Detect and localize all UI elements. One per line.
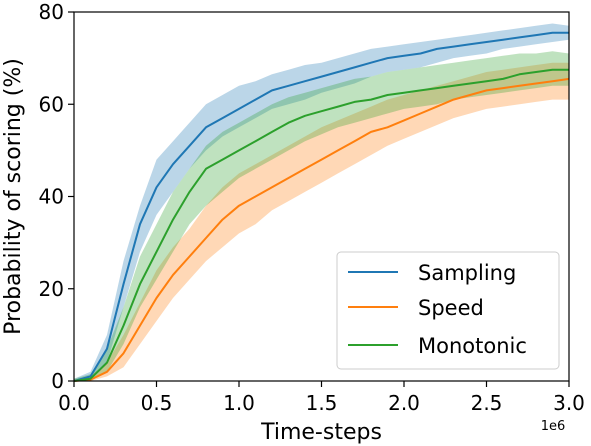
series-line-sampling xyxy=(73,31,569,382)
x-tick-label: 1.5 xyxy=(306,391,338,415)
legend: Sampling Speed Monotonic xyxy=(336,251,560,370)
y-tick-label: 0 xyxy=(51,369,64,393)
series-line-speed xyxy=(73,77,570,382)
y-axis-label: Probability of scoring (%) xyxy=(1,58,26,335)
y-axis-ticks: 0 20 40 60 80 xyxy=(39,0,74,393)
x-axis-label: Time-steps xyxy=(260,420,382,445)
series-line-monotonic xyxy=(73,68,569,382)
y-tick-label: 40 xyxy=(39,185,64,209)
series-lines xyxy=(73,31,570,382)
x-tick-label: 1.0 xyxy=(223,391,255,415)
x-axis-offset-label: 1e6 xyxy=(541,419,566,434)
legend-box xyxy=(336,251,560,370)
legend-label-sampling: Sampling xyxy=(418,261,516,285)
x-tick-label: 3.0 xyxy=(553,391,585,415)
y-tick-label: 80 xyxy=(39,0,64,24)
x-tick-label: 2.0 xyxy=(388,391,420,415)
confidence-bands xyxy=(74,23,569,381)
x-tick-label: 0.5 xyxy=(141,391,173,415)
band-speed xyxy=(74,62,569,381)
band-monotonic xyxy=(74,51,569,381)
legend-label-speed: Speed xyxy=(418,296,484,320)
legend-label-monotonic: Monotonic xyxy=(418,334,527,358)
x-tick-label: 0.0 xyxy=(58,391,90,415)
x-tick-label: 2.5 xyxy=(471,391,503,415)
y-tick-label: 60 xyxy=(39,92,64,116)
y-tick-label: 20 xyxy=(39,277,64,301)
x-axis-ticks: 0.0 0.5 1.0 1.5 2.0 2.5 3.0 xyxy=(58,381,585,415)
